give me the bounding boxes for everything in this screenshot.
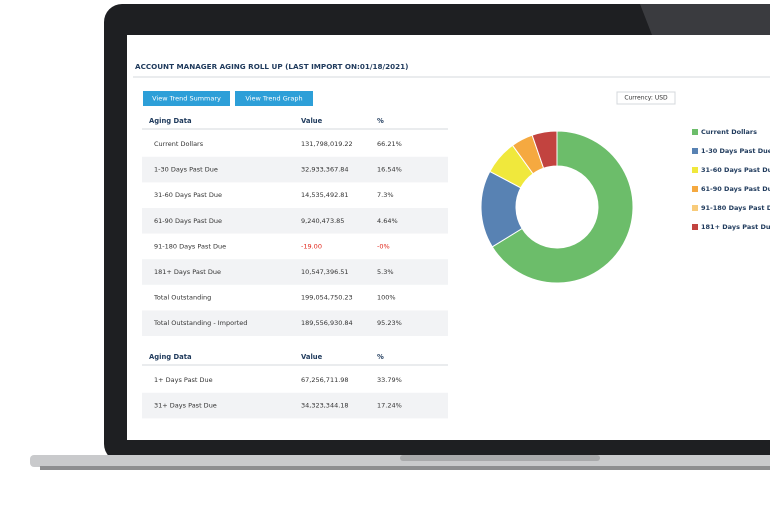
table-cell: 189,556,930.84 (301, 319, 353, 327)
legend-label: 31-60 Days Past Due (701, 166, 770, 174)
page-title: ACCOUNT MANAGER AGING ROLL UP (LAST IMPO… (135, 62, 408, 71)
table-cell: 31+ Days Past Due (154, 402, 217, 410)
column-header: Aging Data (149, 353, 192, 361)
table-cell: -0% (377, 242, 390, 250)
table-cell: 66.21% (377, 140, 402, 148)
legend-label: 91-180 Days Past Due (701, 204, 770, 212)
button-label[interactable]: View Trend Summary (152, 95, 221, 103)
legend-swatch (692, 167, 698, 173)
table-cell: -19.00 (301, 242, 322, 250)
table-cell: 199,054,750.23 (301, 294, 353, 302)
table-cell: 131,798,019.22 (301, 140, 353, 148)
table-cell: 95.23% (377, 319, 402, 327)
table-cell: 5.3% (377, 268, 394, 276)
table-cell: 61-90 Days Past Due (154, 217, 222, 225)
table-cell: 9,240,473.85 (301, 217, 344, 225)
legend-swatch (692, 224, 698, 230)
column-header: Aging Data (149, 117, 192, 125)
legend-swatch (692, 186, 698, 192)
donut-slice (531, 130, 558, 169)
table-cell: Total Outstanding (153, 294, 211, 302)
table-cell: 31-60 Days Past Due (154, 191, 222, 199)
table-cell: 91-180 Days Past Due (154, 242, 226, 250)
table-cell: 67,256,711.98 (301, 376, 349, 384)
table-cell: 17.24% (377, 402, 402, 410)
table-cell: 14,535,492.81 (301, 191, 349, 199)
legend-label: 1-30 Days Past Due (701, 147, 770, 155)
laptop-notch (400, 455, 600, 461)
button[interactable] (143, 91, 230, 106)
bezel-glare (640, 4, 770, 35)
row-background (142, 392, 448, 419)
legend-label: Current Dollars (701, 128, 757, 136)
button-label[interactable]: View Trend Graph (245, 95, 302, 103)
table-cell: 16.54% (377, 166, 402, 174)
donut-slice (491, 130, 634, 284)
column-header: Value (301, 353, 323, 361)
table-cell: 7.3% (377, 191, 394, 199)
legend-swatch (692, 148, 698, 154)
table-cell: 181+ Days Past Due (154, 268, 221, 276)
currency-label: Currency: USD (624, 95, 668, 102)
column-header: Value (301, 117, 323, 125)
table-cell: 100% (377, 294, 396, 302)
legend-label: 61-90 Days Past Due (701, 185, 770, 193)
legend-swatch (692, 205, 698, 211)
currency-box (616, 91, 676, 105)
laptop-base-edge (40, 466, 770, 470)
laptop-base (30, 455, 770, 467)
column-header: % (377, 353, 384, 361)
table-cell: 32,933,367.84 (301, 166, 349, 174)
table-cell: 4.64% (377, 217, 398, 225)
table-cell: 1+ Days Past Due (154, 376, 213, 384)
column-header: % (377, 117, 384, 125)
legend-label: 181+ Days Past Due (701, 223, 770, 231)
table-cell: 10,547,396.51 (301, 268, 349, 276)
table-cell: 33.79% (377, 376, 402, 384)
row-background (142, 259, 448, 285)
table-cell: Total Outstanding - Imported (153, 319, 247, 327)
row-background (142, 208, 448, 234)
table-cell: 34,323,344.18 (301, 402, 349, 410)
row-background (142, 310, 448, 336)
button[interactable] (235, 91, 313, 106)
table-cell: 1-30 Days Past Due (154, 166, 218, 174)
legend-swatch (692, 129, 698, 135)
row-background (142, 156, 448, 183)
table-cell: Current Dollars (154, 140, 204, 148)
